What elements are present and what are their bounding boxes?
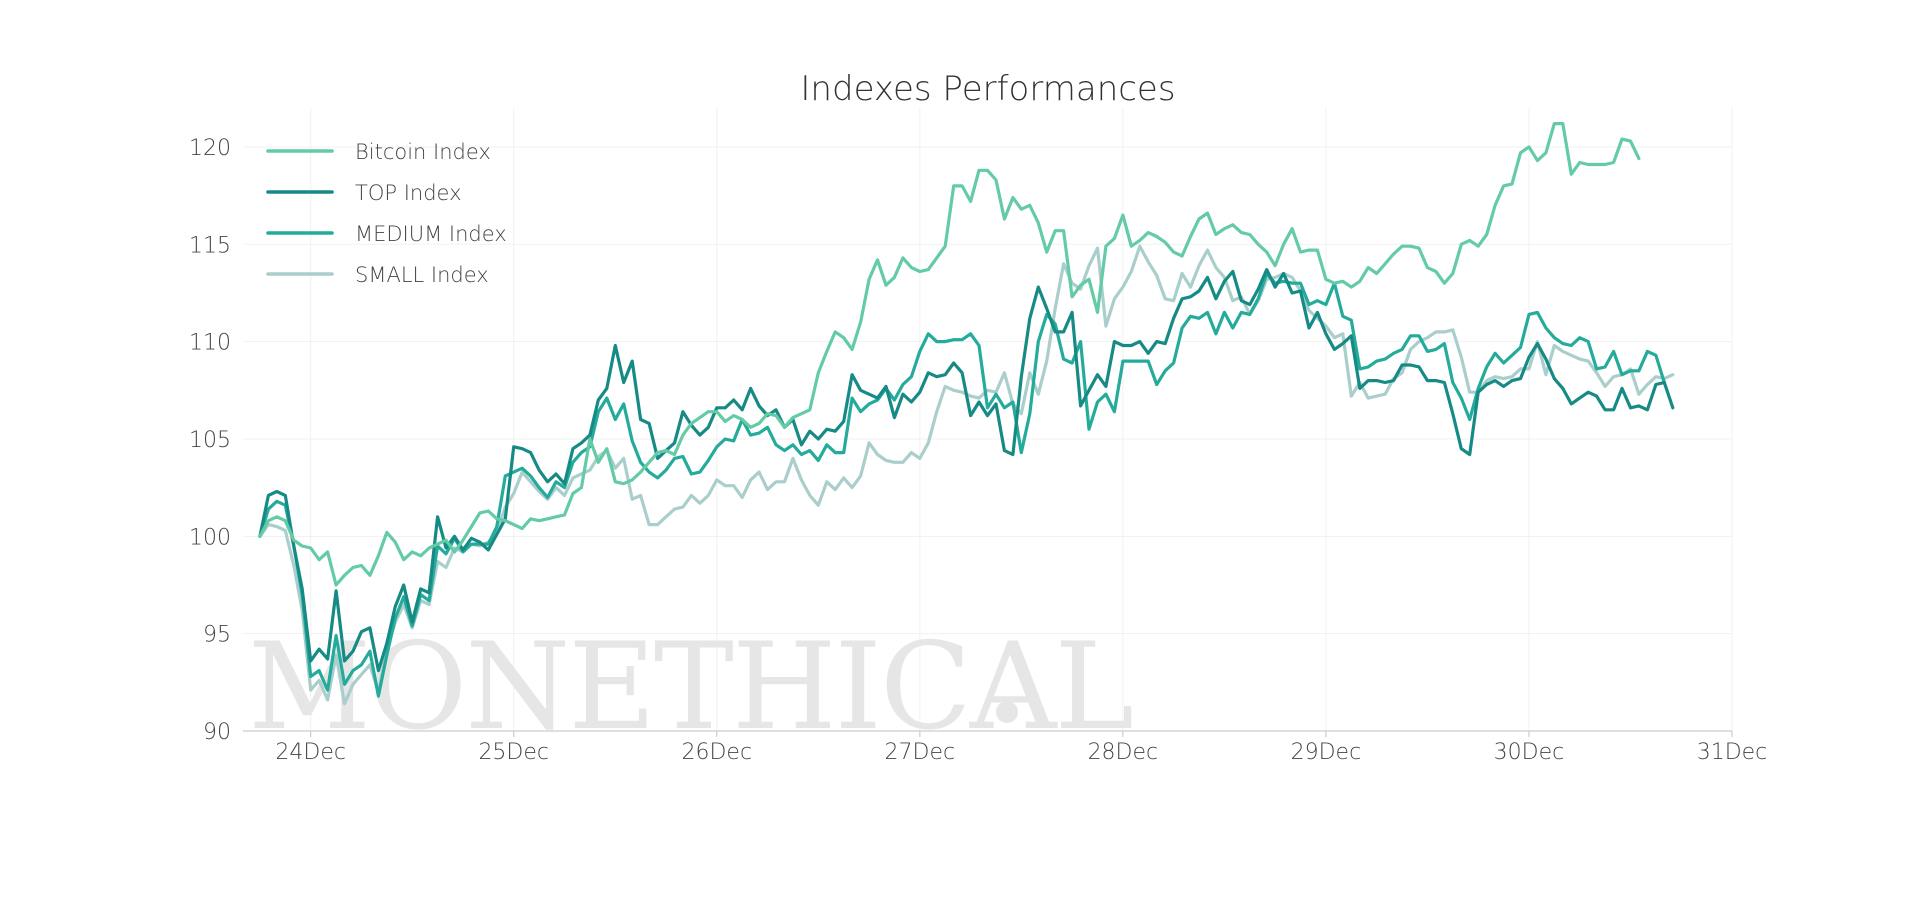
x-tick-label: 30Dec bbox=[1494, 740, 1565, 765]
y-tick-label: 110 bbox=[189, 331, 231, 356]
x-tick-label: 27Dec bbox=[885, 740, 956, 765]
watermark-dot bbox=[996, 701, 1018, 723]
series-line-top-index bbox=[258, 268, 1675, 673]
legend: Bitcoin Index TOP Index MEDIUM Index SMALL … bbox=[266, 140, 507, 287]
legend-item: SMALL Index bbox=[266, 263, 489, 287]
x-tick-label: 25Dec bbox=[478, 740, 549, 765]
legend-item: TOP Index bbox=[266, 181, 462, 205]
legend-label: Bitcoin Index bbox=[355, 140, 491, 164]
series bbox=[258, 121, 1675, 706]
legend-item: Bitcoin Index bbox=[266, 140, 491, 164]
series-line-bitcoin-index bbox=[258, 121, 1641, 587]
y-tick-label: 120 bbox=[189, 136, 231, 161]
legend-label: MEDIUM Index bbox=[355, 222, 507, 246]
chart-title: Indexes Performances bbox=[800, 69, 1175, 109]
x-tick-label: 28Dec bbox=[1088, 740, 1159, 765]
y-tick-label: 95 bbox=[203, 623, 231, 648]
y-tick-label: 115 bbox=[189, 233, 231, 258]
x-tick-label: 31Dec bbox=[1697, 740, 1768, 765]
y-tick-label: 100 bbox=[189, 525, 231, 550]
watermark: MONETHICAL bbox=[248, 618, 1134, 757]
series-line-medium-index bbox=[258, 271, 1666, 698]
y-tick-label: 90 bbox=[203, 720, 231, 745]
axes: 90 95 100 105 110 115 120 24Dec 25Dec 26Dec 27Dec 2… bbox=[189, 136, 1767, 765]
legend-label: SMALL Index bbox=[355, 263, 489, 287]
legend-label: TOP Index bbox=[355, 181, 462, 205]
x-tick-label: 26Dec bbox=[681, 740, 752, 765]
legend-item: MEDIUM Index bbox=[266, 222, 507, 246]
x-tick-label: 24Dec bbox=[275, 740, 346, 765]
y-tick-label: 105 bbox=[189, 428, 231, 453]
x-tick-label: 29Dec bbox=[1291, 740, 1362, 765]
watermark-text: MONETHICAL bbox=[248, 618, 1132, 757]
